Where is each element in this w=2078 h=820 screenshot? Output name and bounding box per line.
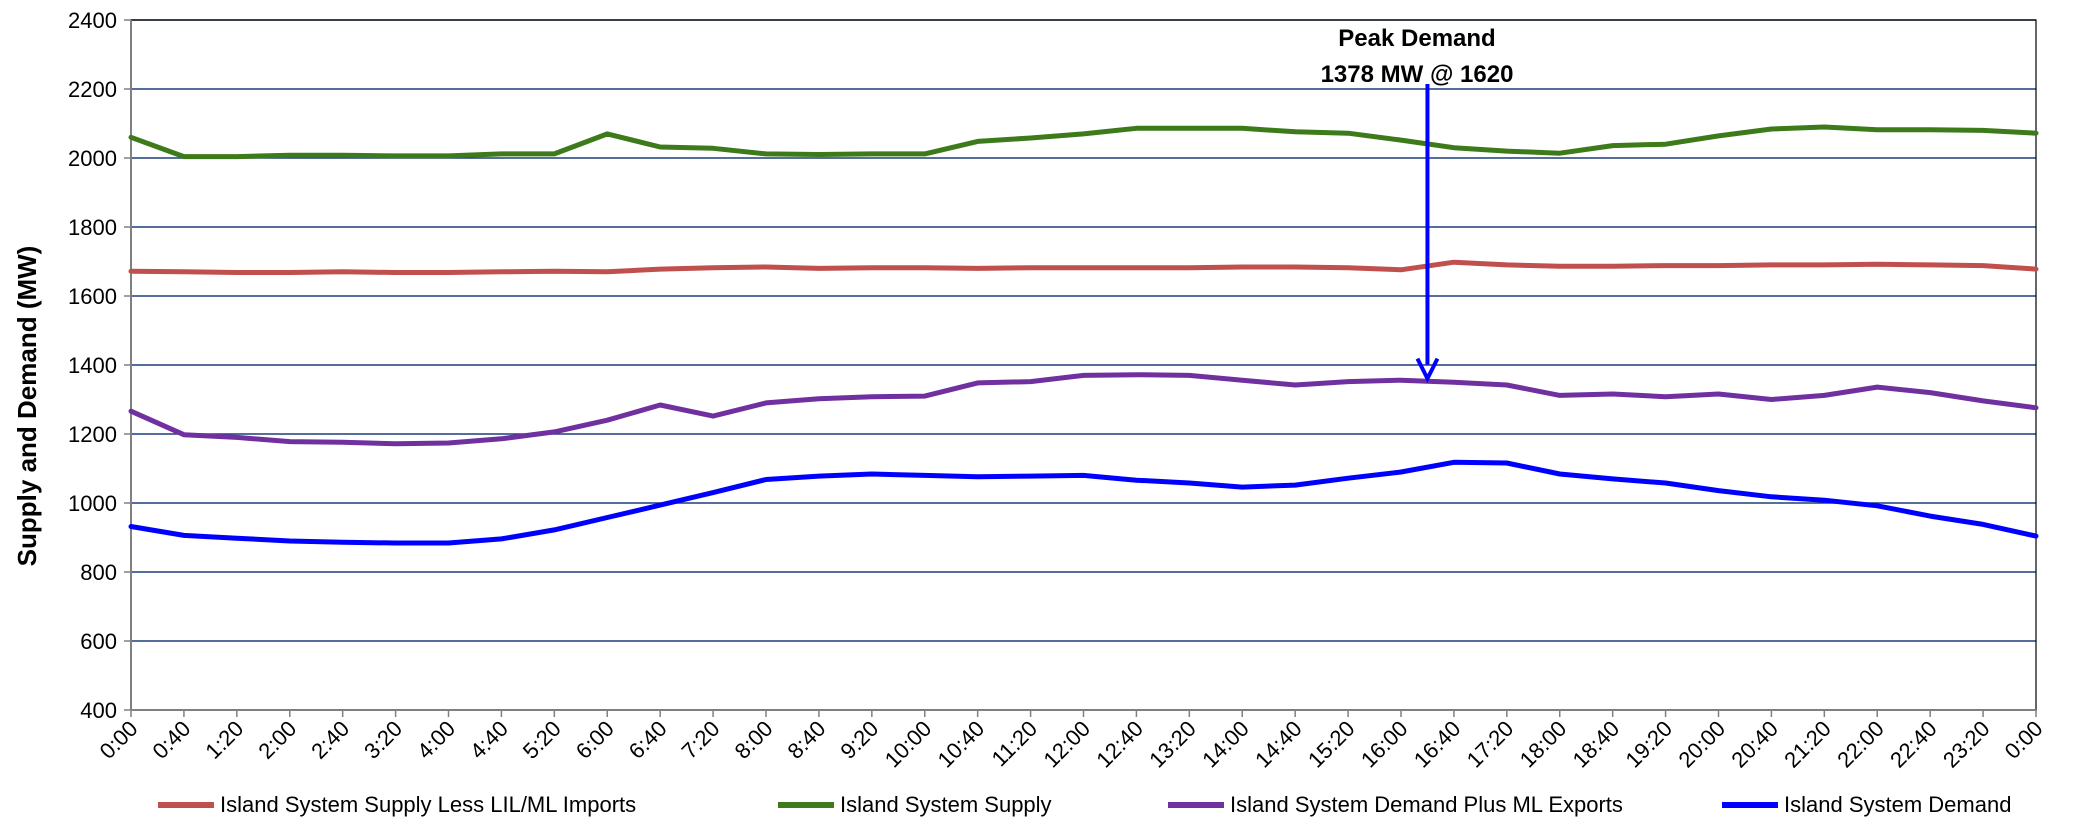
x-tick-label: 5:20 [518,716,566,764]
x-tick-label: 19:20 [1621,716,1678,773]
x-tick-label: 3:20 [359,716,407,764]
series-lines [128,124,2039,546]
series-line [128,372,2039,447]
x-tick-label: 7:20 [677,716,725,764]
annotation-title: Peak Demand [1338,25,1495,52]
x-tick-label: 23:20 [1938,716,1995,773]
x-tick-label: 16:40 [1409,716,1466,773]
x-tick-label: 22:00 [1832,716,1889,773]
series-line [128,124,2039,160]
peak-annotation: Peak Demand 1378 MW @ 1620 [1321,25,1514,384]
annotation-arrow-head [1415,357,1440,384]
series-line [128,459,2039,546]
legend-swatch [1722,802,1778,808]
x-tick-label: 20:40 [1726,716,1783,773]
y-tick-label: 600 [80,629,117,654]
y-tick-label: 1800 [68,215,117,240]
y-tick-label: 1600 [68,284,117,309]
x-tick-label: 1:20 [200,716,248,764]
x-tick-label: 17:20 [1462,716,1519,773]
x-tick-label: 12:40 [1091,716,1148,773]
y-tick-label: 400 [80,698,117,723]
x-tick-label: 2:00 [253,716,301,764]
x-tick-label: 0:00 [2000,716,2048,764]
line-chart: 400 600 800 1000 1200 1400 1600 1800 2000 2200 240… [12,8,2048,772]
x-tick-label: 8:00 [730,716,778,764]
legend-item: Island System Supply [778,790,1052,820]
x-tick-label: 2:40 [306,716,354,764]
x-tick-label: 4:00 [412,716,460,764]
x-tick-label: 10:40 [933,716,990,773]
x-tick-label: 18:00 [1515,716,1572,773]
y-tick-label: 1000 [68,491,117,516]
y-tick-label: 2000 [68,146,117,171]
x-tick-label: 6:40 [624,716,672,764]
x-tick-label: 6:00 [571,716,619,764]
x-tick-labels: 0:00 0:40 1:20 2:00 2:40 3:20 4:00 4:40 5:20 6:00… [95,710,2048,772]
legend-label: Island System Demand [1784,792,2012,817]
x-tick-label: 4:40 [465,716,513,764]
legend-label: Island System Supply [840,792,1052,817]
legend-label: Island System Demand Plus ML Exports [1230,792,1623,817]
y-tick-label: 1200 [68,422,117,447]
legend-item: Island System Demand Plus ML Exports [1168,790,1623,820]
legend-label: Island System Supply Less LIL/ML Imports [220,792,637,817]
y-tick-label: 2200 [68,77,117,102]
x-tick-label: 13:20 [1144,716,1201,773]
legend-item: Island System Supply Less LIL/ML Imports [158,790,636,820]
legend-item: Island System Demand [1722,790,2011,820]
x-tick-label: 12:00 [1038,716,1095,773]
gridlines [131,19,2036,642]
x-tick-label: 15:20 [1303,716,1360,773]
x-tick-label: 10:00 [880,716,937,773]
x-tick-label: 16:00 [1356,716,1413,773]
y-tick-label: 1400 [68,353,117,378]
y-tick-labels: 400 600 800 1000 1200 1400 1600 1800 2000 2200 240… [68,8,131,723]
x-tick-label: 14:00 [1197,716,1254,773]
legend-swatch [778,802,834,808]
x-tick-label: 11:20 [987,716,1042,771]
x-tick-label: 22:40 [1885,716,1942,773]
x-tick-label: 9:20 [835,716,883,764]
x-tick-label: 0:00 [95,716,143,764]
x-tick-label: 18:40 [1568,716,1625,773]
legend-swatch [158,802,214,808]
x-tick-label: 20:00 [1673,716,1730,773]
annotation-value: 1378 MW @ 1620 [1321,61,1514,88]
x-tick-label: 14:40 [1250,716,1307,773]
series-line [128,259,2039,275]
x-tick-label: 0:40 [147,716,195,764]
y-axis-label: Supply and Demand (MW) [12,246,42,567]
x-tick-label: 8:40 [782,716,830,764]
legend: Island System Supply Less LIL/ML Imports… [0,790,2078,820]
x-tick-label: 21:20 [1779,716,1836,773]
legend-swatch [1168,802,1224,808]
y-tick-label: 800 [80,560,117,585]
y-tick-label: 2400 [68,8,117,33]
